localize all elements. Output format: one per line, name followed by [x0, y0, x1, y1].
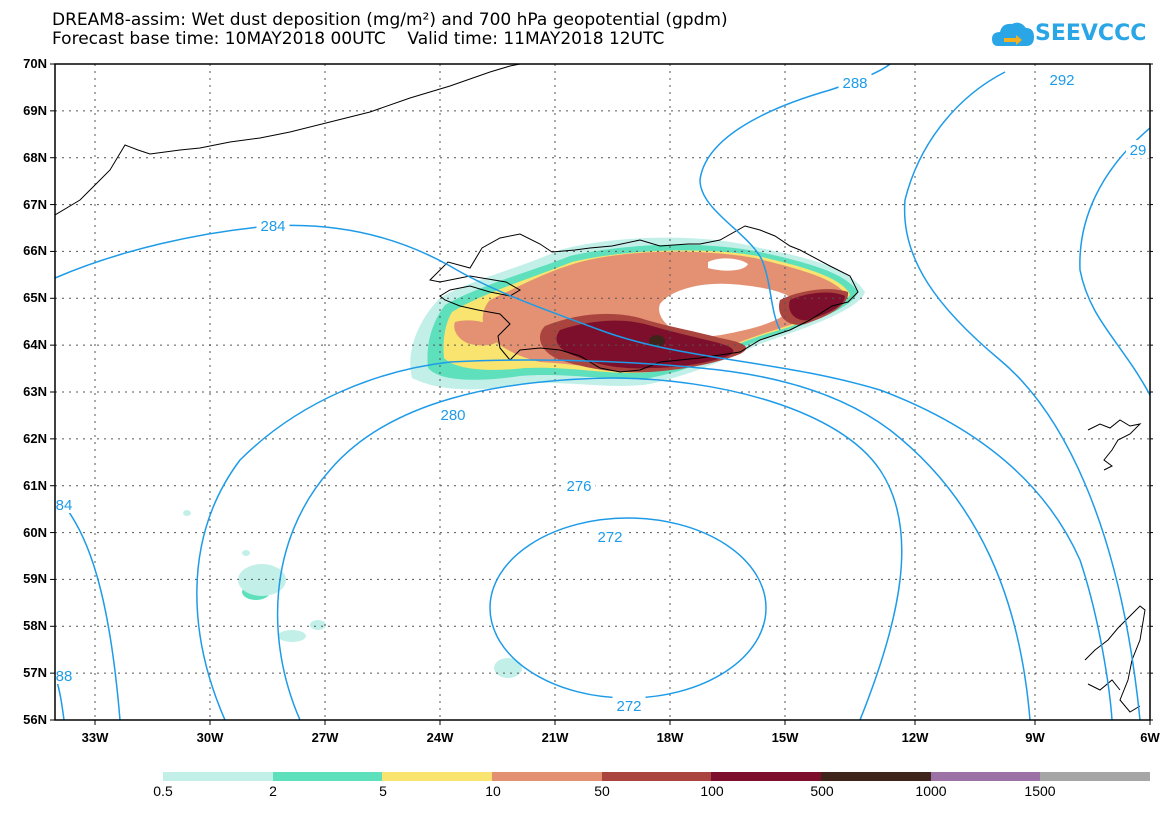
lat-label: 66N [23, 243, 47, 259]
contour-label-bg [612, 696, 646, 714]
lon-label: 9W [1025, 730, 1045, 745]
coastlines [55, 64, 1146, 713]
lat-label: 57N [23, 665, 47, 681]
contour-label-bg [256, 216, 290, 234]
legend-swatch [711, 772, 822, 781]
logo-text: SEEVCCC [1035, 21, 1147, 46]
dust-gap [659, 283, 795, 337]
lat-label: 56N [23, 712, 47, 727]
legend-swatch [1040, 772, 1151, 781]
dust-contour-100 [556, 292, 845, 369]
contour-label: 88 [56, 668, 73, 685]
contour-label: 292 [1049, 72, 1074, 89]
lat-label: 58N [23, 618, 47, 634]
contour-label-bg [436, 405, 470, 423]
contour-label-bg [52, 495, 76, 513]
contour-label-bg [1045, 70, 1079, 88]
lat-label: 70N [23, 56, 47, 71]
legend-label: 50 [594, 783, 610, 799]
legend-swatch [821, 772, 931, 781]
contour-label: 272 [616, 698, 641, 715]
contour-label: 288 [842, 75, 867, 92]
legend-swatch [601, 772, 712, 781]
dust-patches [183, 510, 522, 678]
lat-label: 64N [23, 337, 47, 353]
legend-label: 0.5 [153, 783, 173, 799]
legend-label: 2 [269, 783, 277, 799]
lon-label: 21W [541, 730, 569, 745]
cloud-icon [992, 22, 1034, 46]
contour-label-bg [52, 666, 76, 684]
chart-title: DREAM8-assim: Wet dust deposition (mg/m²… [52, 10, 728, 30]
legend-swatch [492, 772, 602, 781]
contour-label: 29 [1130, 142, 1147, 159]
lon-label: 24W [426, 730, 454, 745]
color-legend [163, 772, 1151, 781]
contour-label-bg [593, 527, 627, 545]
lon-label: 30W [196, 730, 224, 745]
lon-label: 18W [656, 730, 684, 745]
contour-label-bg [838, 73, 872, 91]
lon-label: 6W [1140, 730, 1160, 745]
lat-label: 65N [23, 290, 47, 306]
lat-label: 59N [23, 571, 47, 587]
lat-label: 60N [23, 524, 47, 540]
lon-label: 33W [81, 730, 109, 745]
legend-swatch [163, 772, 273, 781]
legend-label: 100 [700, 783, 724, 799]
lat-label: 63N [23, 384, 47, 399]
legend-label: 500 [810, 783, 834, 799]
contour-label-bg [562, 476, 596, 494]
lon-label: 15W [771, 730, 799, 745]
gridlines [55, 64, 1150, 720]
legend-label: 10 [485, 783, 501, 799]
contour-label: 84 [56, 497, 73, 514]
contour-label-bg [1126, 140, 1150, 158]
lat-label: 69N [23, 102, 47, 118]
legend-swatch [930, 772, 1041, 781]
dust-contour-500 [649, 335, 665, 347]
contour-label: 276 [566, 478, 591, 495]
contour-label: 280 [440, 407, 465, 424]
contour-label: 272 [597, 529, 622, 546]
legend-label: 5 [379, 783, 387, 799]
lat-label: 62N [23, 430, 47, 446]
lat-label: 67N [23, 196, 47, 212]
lon-label: 12W [901, 730, 929, 745]
dust-layer [183, 237, 865, 678]
legend-label: 1000 [915, 783, 947, 799]
lat-label: 61N [23, 477, 47, 493]
contour-label: 284 [260, 218, 285, 235]
legend-swatch [382, 772, 493, 781]
lat-label: 68N [23, 149, 47, 165]
chart-subtitle: Forecast base time: 10MAY2018 00UTC Vali… [52, 29, 665, 49]
legend-swatch [272, 772, 383, 781]
legend-label: 1500 [1024, 783, 1056, 799]
lon-label: 27W [311, 730, 339, 745]
